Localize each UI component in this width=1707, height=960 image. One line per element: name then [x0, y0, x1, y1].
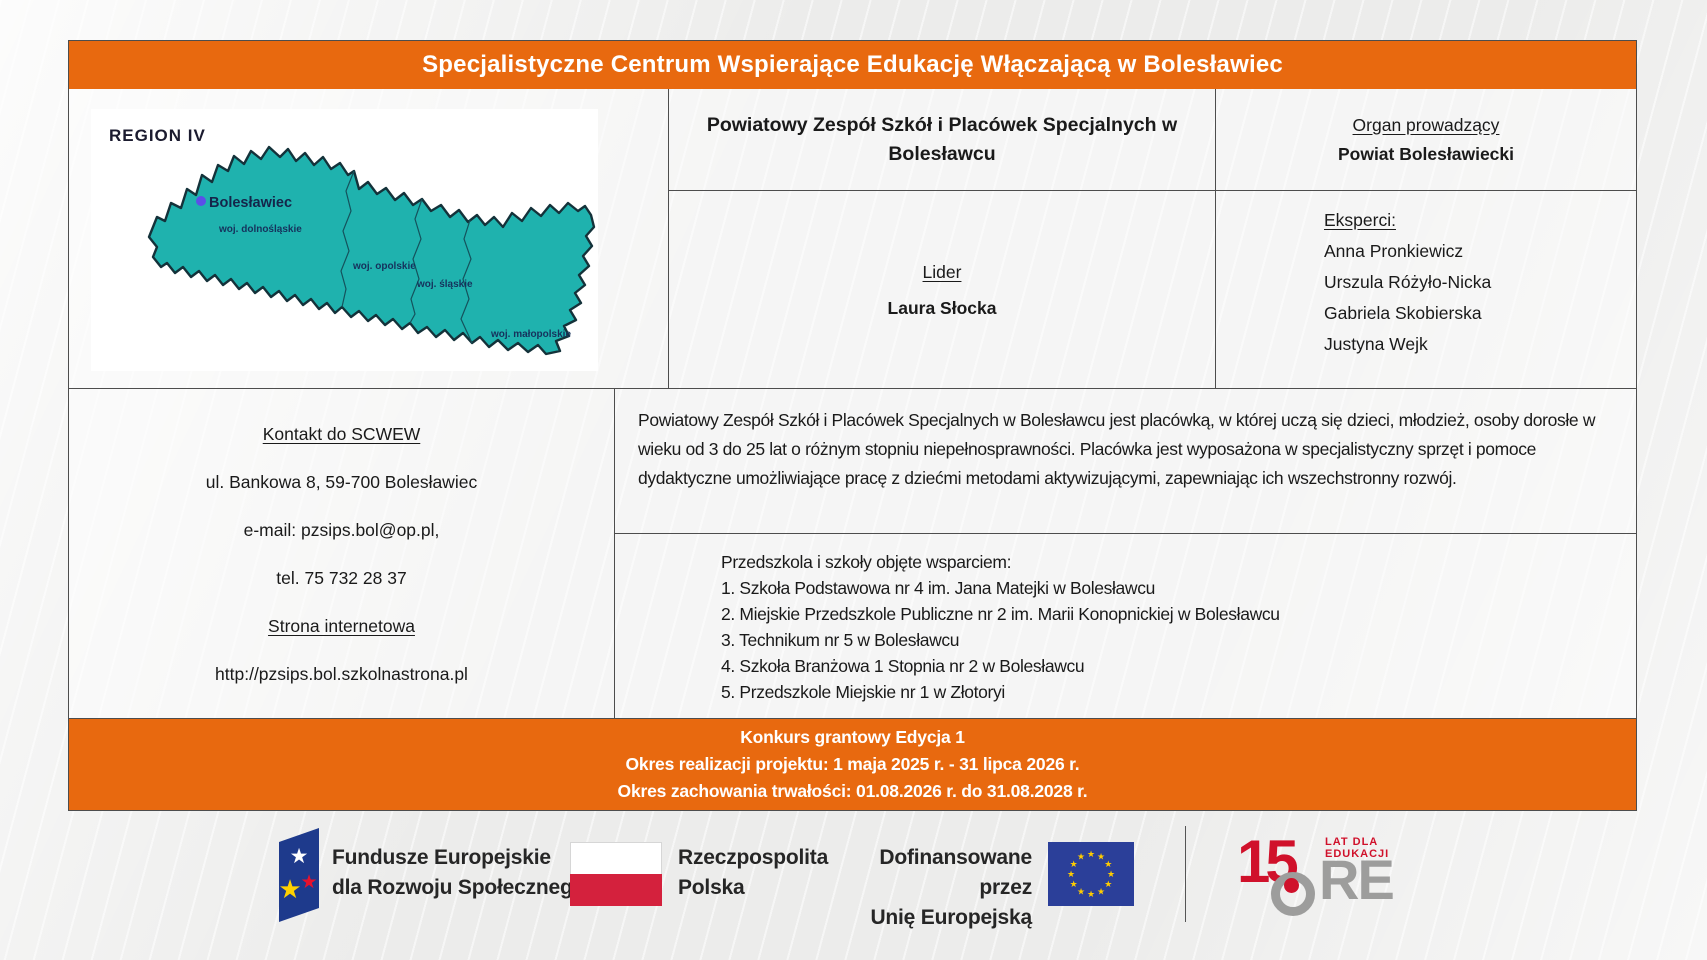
eu-funds-line1: Fundusze Europejskie [332, 846, 551, 869]
map-label-opolskie: woj. opolskie [352, 261, 416, 272]
svg-text:★: ★ [1097, 886, 1105, 896]
lider-label: Lider [922, 261, 962, 282]
svg-text:★: ★ [1077, 886, 1085, 896]
schools-cell: Przedszkola i szkoły objęte wsparciem: 1… [615, 534, 1636, 719]
map-label-slaskie: woj. śląskie [416, 279, 473, 290]
lider-cell: Lider Laura Słocka [669, 191, 1216, 389]
school-item: 2. Miejskie Przedszkole Publiczne nr 2 i… [721, 604, 1280, 624]
description-cell: Powiatowy Zespół Szkół i Placówek Specja… [615, 389, 1636, 534]
ore-letters: RE [1319, 848, 1395, 911]
yellow-star-icon: ★ [278, 874, 301, 904]
region-map-illustration: REGION IV Bolesławiec woj. dolnośląskie … [109, 126, 596, 356]
institution-name: Powiatowy Zespół Szkół i Placówek Specja… [669, 89, 1216, 191]
svg-text:★: ★ [1070, 859, 1078, 869]
svg-text:★: ★ [1087, 849, 1095, 859]
eksperci-label: Eksperci: [1324, 210, 1396, 230]
red-star-icon: ★ [300, 872, 317, 893]
poland-flag-red-stripe [570, 874, 662, 906]
contact-cell: Kontakt do SCWEW ul. Bankowa 8, 59-700 B… [69, 389, 615, 719]
contact-email: e-mail: pzsips.bol@op.pl, [243, 519, 440, 540]
website-label: Strona internetowa [268, 615, 415, 636]
organ-cell: Organ prowadzący Powiat Bolesławiecki [1216, 89, 1636, 191]
ekspert-name: Anna Pronkiewicz [1324, 241, 1464, 261]
ore-ring-icon [1271, 872, 1315, 916]
region-map-outline [147, 145, 596, 356]
organ-value: Powiat Bolesławiecki [1337, 143, 1515, 164]
info-table: Specjalistyczne Centrum Wspierające Eduk… [68, 40, 1637, 811]
footer-line-konkurs: Konkurs grantowy Edycja 1 [740, 727, 965, 747]
ekspert-name: Gabriela Skobierska [1324, 303, 1482, 323]
eu-funding-text: Dofinansowane przez Unię Europejską [858, 843, 1032, 933]
region-border-slaskie-malopolskie [460, 219, 473, 344]
page-title: Specjalistyczne Centrum Wspierające Eduk… [69, 41, 1636, 89]
svg-text:★: ★ [1087, 889, 1095, 899]
poland-logo-text: Rzeczpospolita Polska [678, 843, 828, 903]
eksperci-cell: Eksperci: Anna Pronkiewicz Urszula Różył… [1216, 191, 1636, 389]
svg-text:★: ★ [1070, 879, 1078, 889]
map-label-dolnoslaskie: woj. dolnośląskie [218, 224, 302, 235]
poland-flag-icon [570, 842, 662, 906]
region-map: REGION IV Bolesławiec woj. dolnośląskie … [91, 109, 598, 371]
eu-flag-stars: ★ ★★ ★★★ ★★★ ★★★ [1067, 849, 1115, 899]
poland-flag-white-stripe [570, 842, 662, 874]
poland-line2: Polska [678, 876, 745, 899]
project-footer: Konkurs grantowy Edycja 1 Okres realizac… [69, 719, 1636, 810]
website-url: http://pzsips.bol.szkolnastrona.pl [215, 663, 468, 684]
region-map-cell: REGION IV Bolesławiec woj. dolnośląskie … [69, 89, 669, 389]
ekspert-name: Justyna Wejk [1324, 334, 1428, 354]
logo-divider-line [1185, 826, 1186, 922]
footer-line-okres-trwalosci: Okres zachowania trwałości: 01.08.2026 r… [617, 781, 1088, 801]
map-label-malopolskie: woj. małopolskie [490, 329, 571, 340]
eu-flag-svg: ★ ★★ ★★★ ★★★ ★★★ [1048, 842, 1134, 906]
city-label: Bolesławiec [209, 195, 292, 211]
ore-logo: 15 RE LAT DLA EDUKACJI [1237, 830, 1417, 925]
region-border-opolskie-slaskie [409, 198, 423, 324]
svg-text:★: ★ [1077, 852, 1085, 862]
svg-text:★: ★ [1067, 869, 1075, 879]
eu-funds-pennant-icon: ★ ★ ★ [278, 828, 319, 922]
svg-text:★: ★ [1107, 869, 1115, 879]
school-item: 5. Przedszkole Miejskie nr 1 w Złotoryi [721, 682, 1005, 702]
eu-funding-line1: Dofinansowane przez [879, 846, 1032, 899]
svg-text:★: ★ [1104, 859, 1112, 869]
contact-phone: tel. 75 732 28 37 [276, 567, 407, 588]
eu-flag-icon: ★ ★ ★ ★ ★ ★ ★ ★ ★ ★ ★ ★ [1048, 842, 1134, 911]
ore-caption: LAT DLA EDUKACJI [1325, 836, 1390, 860]
region-border-dolnoslaskie-opolskie [340, 170, 355, 308]
contact-label: Kontakt do SCWEW [262, 423, 421, 444]
eu-funds-line2: dla Rozwoju Społecznego [332, 876, 586, 899]
poland-line1: Rzeczpospolita [678, 846, 829, 869]
eu-funds-logo-icon: ★ ★ ★ [277, 826, 321, 922]
map-region-title: REGION IV [109, 126, 206, 145]
white-star-icon: ★ [290, 845, 309, 868]
organ-label: Organ prowadzący [1352, 114, 1500, 135]
eu-funding-line2: Unię Europejską [870, 906, 1032, 929]
schools-label: Przedszkola i szkoły objęte wsparciem: [721, 552, 1012, 572]
eu-flag-field [1048, 842, 1134, 906]
ore-dot-icon [1284, 878, 1299, 893]
svg-text:★: ★ [1097, 852, 1105, 862]
svg-text:★: ★ [1104, 879, 1112, 889]
footer-line-okres-realizacji: Okres realizacji projektu: 1 maja 2025 r… [625, 754, 1080, 774]
school-item: 4. Szkoła Branżowa 1 Stopnia nr 2 w Bole… [721, 656, 1085, 676]
city-marker-dot [196, 196, 206, 206]
school-item: 3. Technikum nr 5 w Bolesławcu [721, 630, 960, 650]
ekspert-name: Urszula Różyło-Nicka [1324, 272, 1492, 292]
school-item: 1. Szkoła Podstawowa nr 4 im. Jana Matej… [721, 578, 1156, 598]
eu-funds-logo-text: Fundusze Europejskie dla Rozwoju Społecz… [332, 843, 585, 903]
contact-address: ul. Bankowa 8, 59-700 Bolesławiec [205, 471, 478, 492]
pennant-shape [279, 828, 319, 922]
lider-value: Laura Słocka [887, 297, 997, 318]
